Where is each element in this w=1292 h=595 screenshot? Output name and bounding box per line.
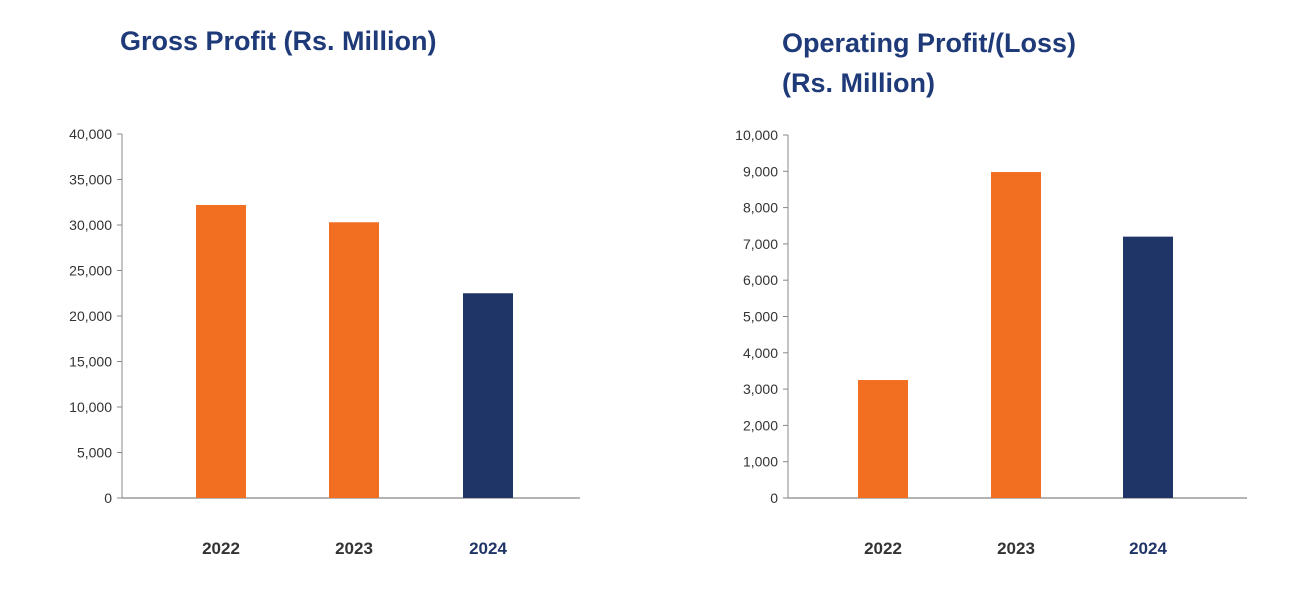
y-tick-label: 0 — [104, 490, 112, 506]
operating-profit-chart-subtitle: (Rs. Million) — [782, 68, 935, 98]
bar-2024 — [1123, 236, 1173, 498]
gross-profit-bar-chart: 0 5,000 10,000 15,000 20,000 25,000 30,000 35,0… — [69, 126, 580, 558]
y-tick-label: 5,000 — [77, 445, 112, 461]
y-tick-label: 40,000 — [69, 126, 112, 142]
y-tick-label: 30,000 — [69, 217, 112, 233]
y-tick-label: 5,000 — [743, 309, 778, 325]
y-tick-label: 8,000 — [743, 200, 778, 216]
y-tick-label: 35,000 — [69, 172, 112, 188]
bar-2022 — [858, 380, 908, 498]
y-tick-label: 10,000 — [69, 399, 112, 415]
y-tick-label: 20,000 — [69, 308, 112, 324]
y-tick-label: 9,000 — [743, 163, 778, 179]
y-tick-label: 3,000 — [743, 381, 778, 397]
gross-profit-panel: Gross Profit (Rs. Million) 0 5,000 10,000 1… — [0, 0, 640, 595]
bar-2023 — [329, 222, 379, 498]
y-tick-label: 1,000 — [743, 454, 778, 470]
operating-profit-panel: Operating Profit/(Loss) (Rs. Million) 0 1… — [640, 0, 1292, 595]
category-label-2024: 2024 — [1129, 539, 1167, 558]
operating-profit-chart-title: Operating Profit/(Loss) — [782, 28, 1077, 58]
bar-2024 — [463, 293, 513, 498]
y-tick-label: 6,000 — [743, 272, 778, 288]
gross-profit-chart-title: Gross Profit (Rs. Million) — [120, 26, 437, 56]
operating-profit-bar-chart: 0 1,000 2,000 3,000 4,000 5,000 6,000 7,000 8,00… — [735, 127, 1247, 558]
category-label-2023: 2023 — [997, 539, 1035, 558]
category-label-2023: 2023 — [335, 539, 373, 558]
category-label-2024: 2024 — [469, 539, 507, 558]
y-tick-label: 7,000 — [743, 236, 778, 252]
y-tick-label: 4,000 — [743, 345, 778, 361]
y-tick-label: 0 — [770, 490, 778, 506]
category-label-2022: 2022 — [202, 539, 240, 558]
category-label-2022: 2022 — [864, 539, 902, 558]
y-tick-label: 10,000 — [735, 127, 778, 143]
y-tick-label: 2,000 — [743, 417, 778, 433]
bar-2022 — [196, 204, 246, 499]
y-tick-label: 25,000 — [69, 263, 112, 279]
y-tick-label: 15,000 — [69, 354, 112, 370]
bar-2023 — [991, 172, 1041, 498]
